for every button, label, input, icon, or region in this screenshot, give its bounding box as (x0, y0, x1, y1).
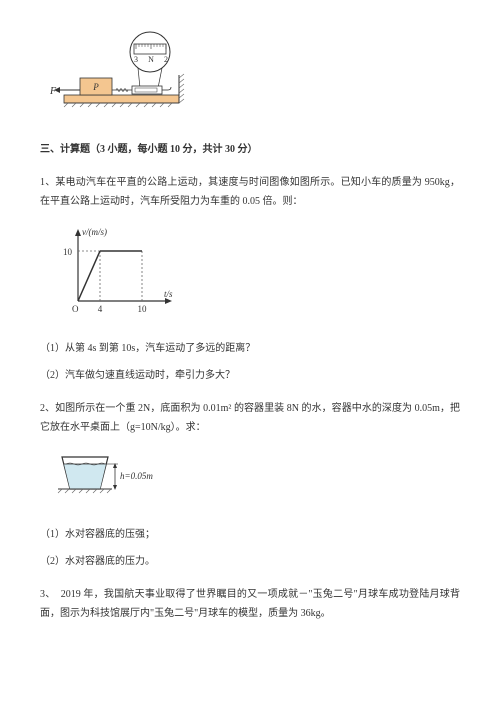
scale-label-n: N (148, 55, 154, 64)
spring-scale-figure: 3 N 2 P (50, 30, 460, 122)
problem-1-q2: （2）汽车做匀速直线运动时，牵引力多大？ (40, 366, 460, 385)
y-tick-10: 10 (63, 247, 73, 257)
block-label: P (92, 82, 99, 92)
velocity-graph-svg: v/(m/s) t/s 10 4 10 O (50, 223, 180, 318)
scale-label-3: 3 (134, 55, 138, 64)
problem-2-text: 2、如图所示在一个重 2N，底面积为 0.01m² 的容器里装 8N 的水，容器… (40, 399, 460, 437)
problem-2-q2: （2）水对容器底的压力。 (40, 552, 460, 571)
depth-label: h=0.05m (120, 471, 153, 481)
y-axis-label: v/(m/s) (82, 227, 107, 237)
problem-1-q1: （1）从第 4s 到第 10s，汽车运动了多远的距离？ (40, 339, 460, 358)
scale-label-2: 2 (164, 55, 168, 64)
problem-2-q1: （1）水对容器底的压强； (40, 525, 460, 544)
container-svg: h=0.05m (50, 449, 180, 504)
problem-3-text: 3、 2019 年，我国航天事业取得了世界瞩目的又一项成就－"玉兔二号"月球车成… (40, 585, 460, 623)
problem-2: 2、如图所示在一个重 2N，底面积为 0.01m² 的容器里装 8N 的水，容器… (40, 399, 460, 571)
x-axis-label: t/s (164, 289, 173, 299)
section-title: 三、计算题（3 小题，每小题 10 分，共计 30 分） (40, 140, 460, 159)
origin-label: O (72, 304, 79, 314)
problem-3: 3、 2019 年，我国航天事业取得了世界瞩目的又一项成就－"玉兔二号"月球车成… (40, 585, 460, 623)
spring-scale-svg: 3 N 2 P (50, 30, 200, 115)
x-tick-10: 10 (138, 304, 148, 314)
x-tick-4: 4 (98, 304, 103, 314)
container-figure: h=0.05m (50, 449, 460, 511)
problem-1-text: 1、某电动汽车在平直的公路上运动，其速度与时间图像如图所示。已知小车的质量为 9… (40, 173, 460, 211)
problem-1: 1、某电动汽车在平直的公路上运动，其速度与时间图像如图所示。已知小车的质量为 9… (40, 173, 460, 385)
force-label: F (50, 86, 57, 97)
velocity-graph-figure: v/(m/s) t/s 10 4 10 O (50, 223, 460, 325)
